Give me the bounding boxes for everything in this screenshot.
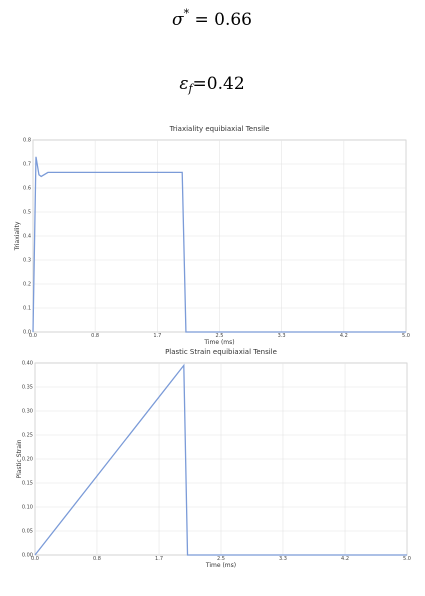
y-tick-label: 0.2	[23, 282, 31, 288]
y-tick-label: 0.20	[22, 457, 33, 463]
x-axis-label: Time (ms)	[203, 339, 234, 346]
chart-title: Plastic Strain equibiaxial Tensile	[165, 348, 277, 356]
y-tick-label: 0.6	[23, 186, 31, 192]
x-tick-label: 5.0	[402, 333, 410, 339]
x-tick-label: 5.0	[403, 556, 411, 562]
epsilon-equation: εf=0.42	[179, 74, 244, 96]
data-line	[32, 156, 406, 333]
y-tick-label: 0.35	[22, 385, 33, 391]
y-axis-label: Triaxiality	[14, 221, 21, 251]
value: = 0.66	[189, 10, 252, 30]
x-tick-label: 1.7	[153, 333, 161, 339]
x-tick-label: 2.5	[216, 333, 224, 339]
y-tick-label: 0.00	[22, 553, 33, 559]
y-tick-label: 0.7	[23, 162, 31, 168]
sigma-equation: σ* = 0.66	[172, 7, 252, 30]
value: =0.42	[193, 74, 245, 94]
x-tick-label: 1.7	[155, 556, 163, 562]
x-axis-label: Time (ms)	[205, 562, 236, 569]
y-tick-label: 0.8	[23, 138, 31, 144]
y-tick-label: 0.05	[22, 529, 33, 535]
y-tick-label: 0.1	[23, 306, 31, 312]
y-tick-label: 0.40	[22, 361, 33, 367]
y-axis-label: Plastic Strain	[16, 439, 23, 478]
y-tick-label: 0.4	[23, 234, 31, 240]
x-tick-label: 3.3	[279, 556, 287, 562]
superscript: *	[184, 7, 190, 20]
subscript: f	[187, 82, 194, 95]
x-tick-label: 0.8	[91, 333, 99, 339]
x-tick-label: 0.0	[31, 556, 39, 562]
y-tick-label: 0.15	[22, 481, 33, 487]
x-tick-label: 4.2	[340, 333, 348, 339]
y-tick-label: 0.5	[23, 210, 31, 216]
x-tick-label: 0.8	[93, 556, 101, 562]
x-tick-label: 3.3	[278, 333, 286, 339]
y-tick-label: 0.0	[23, 330, 31, 336]
y-tick-label: 0.25	[22, 433, 33, 439]
symbol: ε	[179, 74, 188, 94]
y-tick-label: 0.3	[23, 258, 31, 264]
x-tick-label: 4.2	[341, 556, 349, 562]
data-line	[34, 363, 407, 556]
x-tick-label: 2.5	[217, 556, 225, 562]
symbol: σ	[172, 10, 184, 30]
chart-title: Triaxiality equibiaxial Tensile	[169, 125, 270, 133]
x-tick-label: 0.0	[29, 333, 37, 339]
y-tick-label: 0.30	[22, 409, 33, 415]
y-tick-label: 0.10	[22, 505, 33, 511]
